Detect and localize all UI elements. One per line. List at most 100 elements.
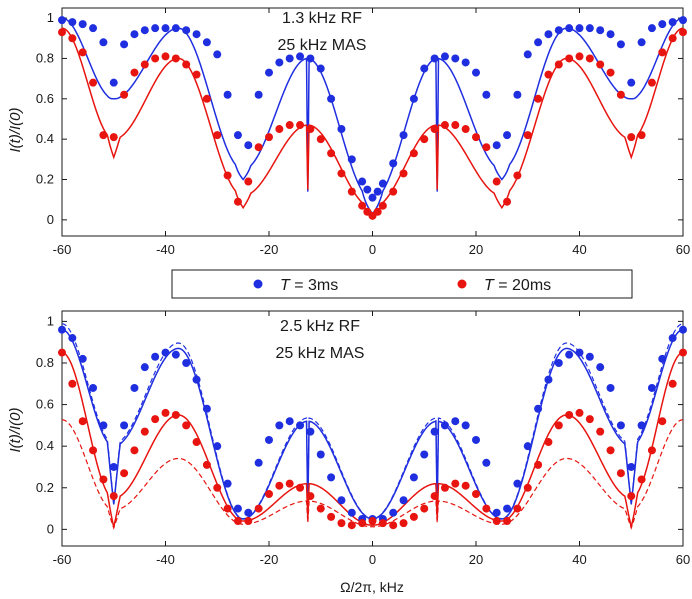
blue-data-point — [275, 58, 284, 67]
blue-data-point — [420, 450, 429, 459]
red-data-point — [451, 479, 460, 488]
red-data-point — [503, 197, 512, 206]
blue-data-point — [78, 354, 87, 363]
blue-data-point — [89, 383, 98, 392]
red-data-point — [296, 121, 305, 130]
blue-data-point — [461, 421, 470, 430]
red-data-point — [130, 446, 139, 455]
red-data-point — [68, 379, 77, 388]
plot-frame — [61, 7, 684, 237]
red-data-point — [192, 70, 201, 79]
red-data-point — [233, 197, 242, 206]
red-data-point — [99, 475, 108, 484]
red-data-point — [130, 68, 139, 77]
red-data-point — [140, 60, 149, 69]
x-tick-label: -60 — [53, 242, 72, 257]
red-data-point — [585, 54, 594, 63]
x-tick-label: -40 — [156, 552, 175, 567]
red-data-point — [554, 60, 563, 69]
blue-data-point — [109, 78, 118, 87]
blue-data-point — [616, 40, 625, 49]
blue-data-point — [627, 78, 636, 87]
y-tick-label: 0 — [47, 521, 54, 536]
blue-data-point — [420, 64, 429, 73]
blue-data-point — [254, 458, 263, 467]
blue-data-point — [389, 508, 398, 517]
red-data-point — [151, 415, 160, 424]
blue-data-point — [140, 26, 149, 35]
red-data-point — [554, 421, 563, 430]
blue-data-point — [378, 179, 387, 188]
blue-data-point — [306, 54, 315, 63]
blue-data-point — [606, 383, 615, 392]
blue-data-point — [337, 496, 346, 505]
red-data-point — [265, 490, 273, 499]
red-data-point — [440, 121, 449, 130]
blue-data-point — [482, 90, 491, 99]
red-data-point — [647, 446, 656, 455]
blue-data-point — [430, 54, 439, 63]
red-data-point — [616, 469, 625, 478]
blue-data-point — [606, 30, 615, 39]
red-data-point — [58, 28, 66, 37]
blue-data-point — [285, 417, 294, 426]
blue-data-point — [409, 94, 418, 103]
y-tick-label: 0.8 — [36, 355, 54, 370]
blue-data-point — [544, 30, 553, 39]
blue-data-point — [171, 350, 180, 359]
red-data-point — [233, 517, 242, 526]
red-data-point — [316, 504, 325, 513]
legend-box — [171, 269, 633, 299]
red-data-point — [492, 517, 501, 526]
blue-data-point — [223, 479, 232, 488]
blue-data-point — [161, 348, 170, 357]
red-data-point — [244, 177, 253, 186]
blue-data-point — [244, 508, 253, 517]
x-tick-label: -40 — [156, 242, 175, 257]
blue-data-point — [513, 90, 522, 99]
blue-data-point — [130, 383, 139, 392]
blue-data-point — [285, 54, 294, 63]
blue-data-point — [68, 18, 77, 27]
blue-data-point — [461, 58, 470, 67]
red-data-point — [399, 169, 408, 178]
blue-data-point — [202, 38, 211, 47]
red-data-point — [482, 504, 491, 513]
blue-data-point — [358, 177, 367, 186]
red-data-point — [378, 201, 387, 210]
blue-data-point — [58, 16, 66, 25]
red-data-point — [679, 348, 687, 357]
blue-data-point — [534, 404, 543, 413]
blue-data-point — [151, 352, 160, 361]
red-data-point — [171, 54, 180, 63]
red-data-point — [99, 131, 108, 140]
red-data-point — [472, 133, 480, 142]
blue-data-point — [523, 442, 532, 451]
red-data-point — [616, 90, 625, 99]
panel-annotation: 25 kHz MAS — [278, 37, 367, 54]
blue-data-point — [523, 50, 532, 59]
x-tick-label: 40 — [572, 552, 586, 567]
blue-data-point — [554, 358, 563, 367]
red-data-point — [213, 131, 222, 140]
blue-data-point — [233, 504, 242, 513]
blue-data-point — [89, 24, 98, 33]
red-data-point — [503, 517, 512, 526]
blue-data-point — [120, 40, 129, 49]
red-data-point — [373, 207, 382, 216]
blue-data-point — [637, 421, 646, 430]
red-data-point — [409, 149, 418, 158]
red-data-point — [213, 483, 222, 492]
plot-frame — [61, 310, 684, 547]
blue-data-point — [151, 24, 160, 33]
red-data-point — [523, 131, 532, 140]
red-data-point — [265, 133, 273, 142]
blue-data-point — [347, 508, 356, 517]
red-data-point — [544, 438, 553, 447]
blue-data-point — [265, 435, 273, 444]
legend-label-20ms: T = 20ms — [484, 277, 551, 294]
red-data-point — [223, 504, 232, 513]
red-data-point — [461, 125, 470, 134]
legend-marker-blue — [253, 279, 263, 289]
red-data-point — [89, 446, 98, 455]
